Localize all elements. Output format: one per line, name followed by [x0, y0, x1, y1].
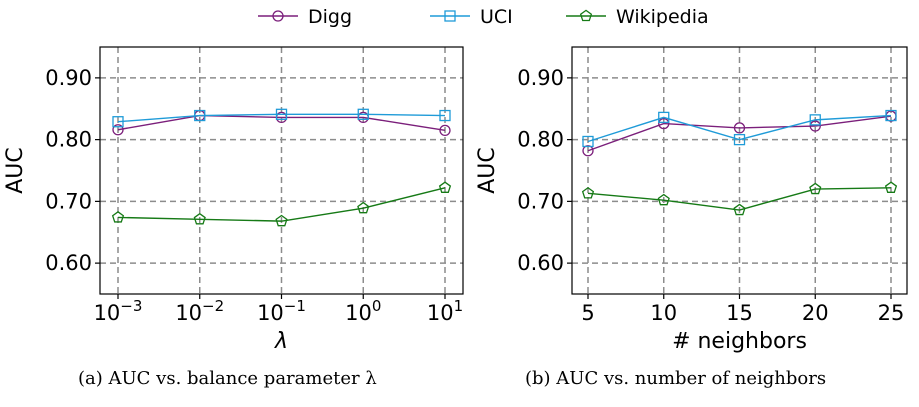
grid: [572, 47, 907, 294]
chart-b-auc-vs-neighbors: 0.60 0.70 0.80 0.90 5 10 15 20 25 # neighbors AUC: [475, 46, 908, 354]
y-axis-label: AUC: [3, 147, 28, 194]
x-axis-label: λ: [274, 329, 288, 354]
x-tick-base: 10: [427, 301, 454, 325]
data-point-uci: [439, 109, 451, 122]
legend-item-wikipedia: Wikipedia: [566, 6, 709, 28]
data-point-wikipedia: [884, 181, 898, 193]
series-line-digg: [117, 114, 446, 132]
data-point-wikipedia: [733, 203, 746, 216]
data-point-digg: [658, 117, 670, 130]
x-tick-label: 25: [878, 301, 905, 325]
x-tick-base: 10: [257, 301, 284, 325]
data-point-wikipedia: [111, 211, 125, 223]
x-tick-exponent: −2: [202, 297, 224, 315]
series-line-uci: [117, 113, 446, 123]
x-axis-label: # neighbors: [672, 329, 807, 354]
legend-item-uci: UCI: [430, 6, 513, 28]
x-tick-exponent: −3: [120, 297, 142, 315]
x-tick-label: 20: [802, 301, 829, 325]
data-point-uci: [194, 109, 206, 122]
legend-marker-circle: [272, 10, 284, 22]
y-tick-label: 0.60: [517, 251, 564, 275]
legend-label: Digg: [308, 6, 352, 28]
y-tick-label: 0.90: [517, 66, 564, 90]
x-tick-base: 10: [175, 301, 202, 325]
data-point-uci: [733, 133, 746, 146]
x-tick-label: 10−3: [94, 297, 143, 325]
legend-label: Wikipedia: [616, 6, 709, 28]
data-point-digg: [809, 120, 821, 132]
data-point-uci: [357, 108, 369, 120]
x-tick-label: 10: [650, 301, 677, 325]
data-point-wikipedia: [438, 181, 452, 193]
data-point-uci: [809, 114, 821, 126]
x-tick-label: 15: [726, 301, 753, 325]
x-tick-exponent: 1: [454, 297, 464, 315]
y-axis-label: AUC: [475, 147, 500, 194]
y-tick-label: 0.80: [517, 128, 564, 152]
series-wikipedia: [111, 181, 452, 227]
y-tick-label: 0.80: [45, 128, 92, 152]
series-line-wikipedia: [117, 187, 446, 222]
series-uci: [112, 108, 451, 128]
data-point-wikipedia: [657, 193, 670, 206]
x-tick-base: 10: [94, 301, 121, 325]
grid: [100, 47, 463, 294]
x-tick-label: 100: [345, 297, 381, 325]
legend-label: UCI: [480, 6, 513, 28]
data-point-wikipedia: [809, 182, 822, 195]
data-point-wikipedia: [357, 201, 370, 214]
data-point-uci: [885, 109, 897, 122]
x-tick-base: 10: [345, 301, 372, 325]
y-tick-label: 0.70: [517, 189, 564, 213]
data-point-uci: [275, 108, 288, 120]
x-tick-exponent: −1: [284, 297, 306, 315]
x-tick-label: 101: [427, 297, 463, 325]
data-point-uci: [658, 111, 670, 124]
caption-a: (a) AUC vs. balance parameter λ: [78, 368, 377, 389]
caption-b: (b) AUC vs. number of neighbors: [525, 368, 827, 389]
data-point-digg: [112, 124, 124, 136]
data-point-wikipedia: [581, 186, 595, 199]
series-line-wikipedia: [587, 187, 892, 211]
legend-marker-pentagon: [579, 9, 593, 22]
x-tick-exponent: 0: [372, 297, 382, 315]
y-tick-label: 0.90: [45, 66, 92, 90]
data-point-uci: [112, 116, 124, 128]
x-tick-label: 10−2: [175, 297, 224, 325]
legend-item-digg: Digg: [258, 6, 352, 28]
data-point-wikipedia: [193, 212, 206, 225]
data-point-digg: [582, 145, 594, 157]
series-line-digg: [587, 115, 892, 152]
series-uci: [582, 109, 897, 148]
x-tick-label: 5: [581, 301, 594, 325]
legend: Digg UCI Wikipedia: [258, 6, 709, 28]
y-tick-label: 0.70: [45, 189, 92, 213]
series-wikipedia: [581, 181, 898, 216]
data-point-digg: [733, 122, 746, 134]
legend-marker-square: [444, 10, 456, 22]
data-point-uci: [582, 135, 594, 148]
x-tick-label: 10−1: [257, 297, 306, 325]
data-point-digg: [439, 124, 451, 137]
y-tick-label: 0.60: [45, 251, 92, 275]
data-point-wikipedia: [275, 214, 288, 227]
series-line-uci: [587, 114, 892, 143]
